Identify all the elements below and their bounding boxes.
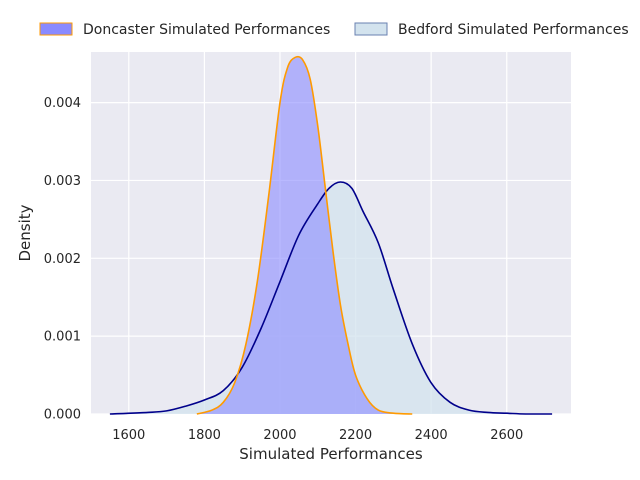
x-tick-label: 2400 bbox=[415, 428, 448, 443]
legend-swatch-doncaster bbox=[39, 22, 73, 36]
series-line-0 bbox=[196, 55, 413, 415]
series-line-1 bbox=[109, 181, 553, 415]
y-axis-label: Density bbox=[16, 204, 34, 261]
y-tick-label: 0.002 bbox=[44, 252, 81, 267]
x-tick-label: 1800 bbox=[188, 428, 221, 443]
tick-labels: 1600 1800 2000 2200 2400 2600 0.000 0.001 0.002 0… bbox=[44, 96, 524, 443]
y-tick-label: 0.001 bbox=[44, 330, 81, 345]
legend: Doncaster Simulated Performances Bedford… bbox=[39, 22, 629, 38]
x-axis-label: Simulated Performances bbox=[239, 445, 423, 463]
x-tick-label: 1600 bbox=[112, 428, 145, 443]
legend-swatch-bedford bbox=[354, 22, 388, 36]
x-tick-label: 2600 bbox=[490, 428, 523, 443]
legend-label-doncaster: Doncaster Simulated Performances bbox=[83, 22, 330, 38]
y-tick-label: 0.004 bbox=[44, 96, 81, 111]
y-tick-label: 0.000 bbox=[44, 408, 81, 423]
legend-label-bedford: Bedford Simulated Performances bbox=[398, 22, 629, 38]
series-layer bbox=[109, 55, 553, 415]
x-tick-label: 2200 bbox=[339, 428, 372, 443]
y-tick-label: 0.003 bbox=[44, 174, 81, 189]
x-tick-label: 2000 bbox=[263, 428, 296, 443]
